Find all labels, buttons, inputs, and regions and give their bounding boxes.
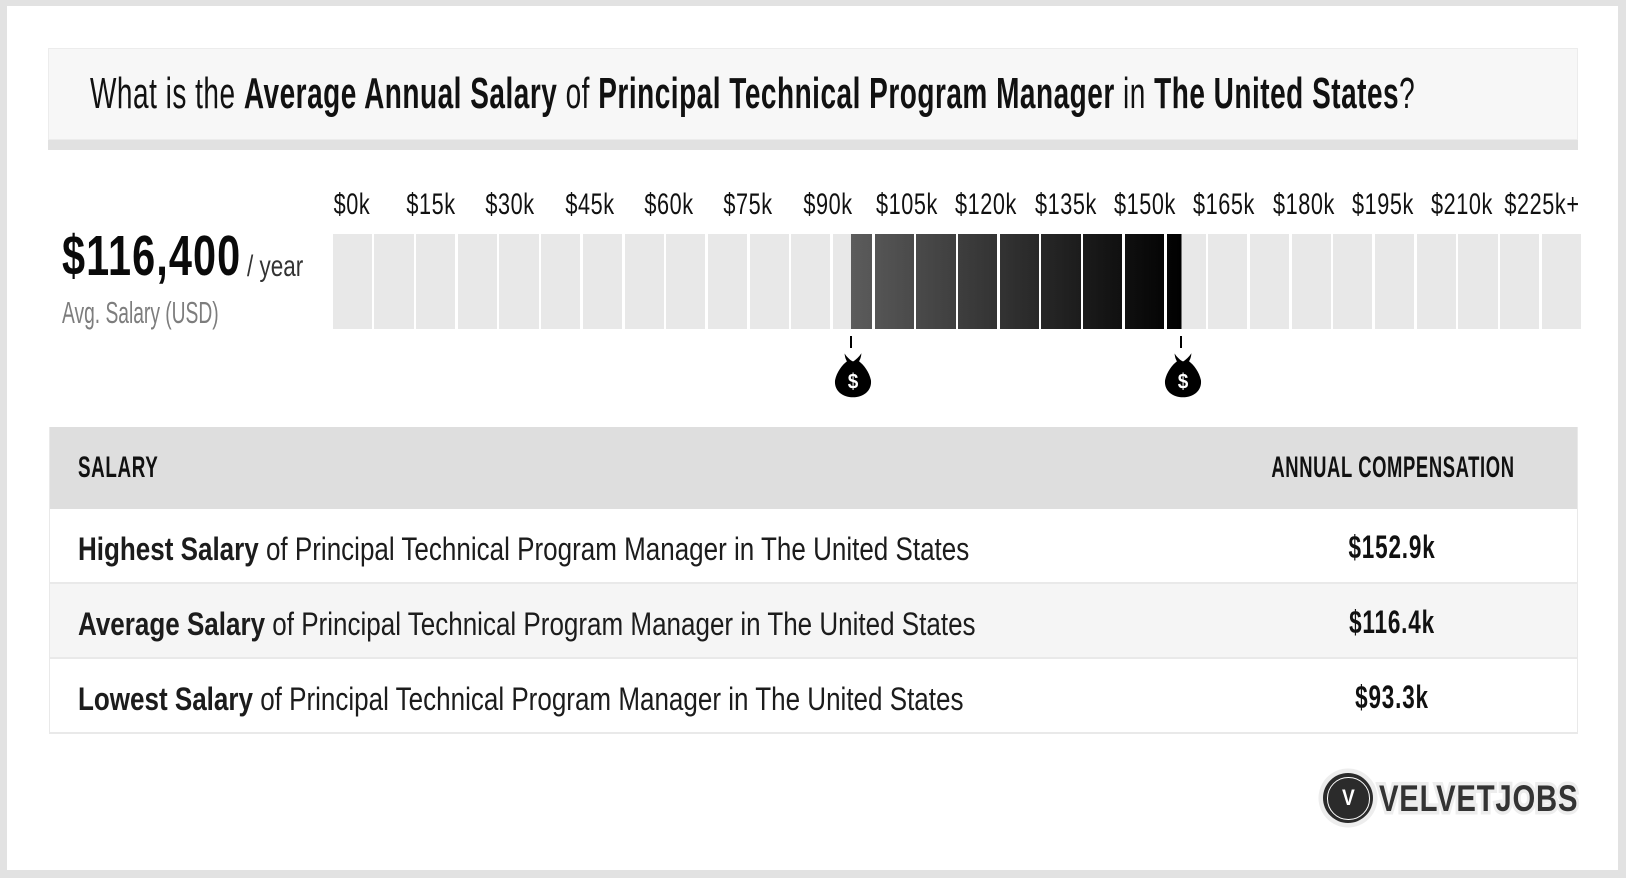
- svg-text:$: $: [1177, 370, 1188, 393]
- svg-text:$: $: [847, 370, 858, 393]
